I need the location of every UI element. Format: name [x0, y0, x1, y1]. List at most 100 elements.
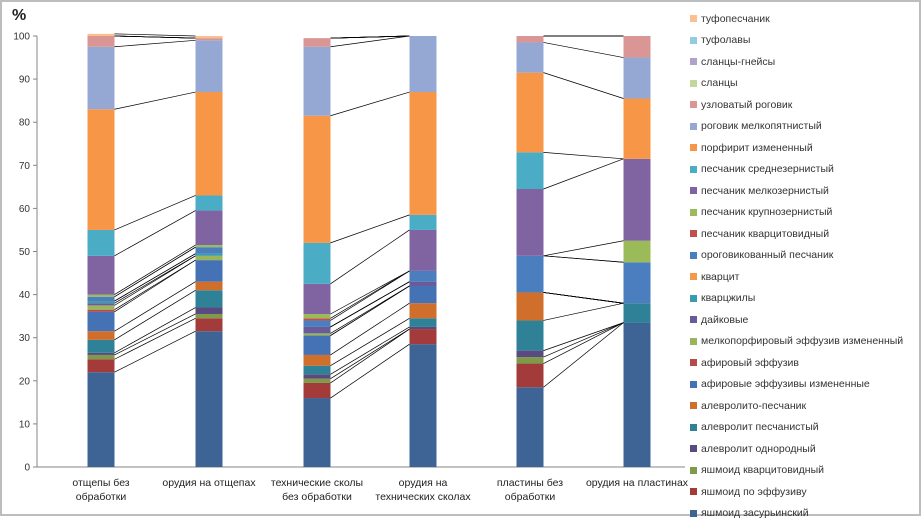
legend-label: роговик мелкопятнистый [701, 120, 822, 132]
x-tick-label: отщепы без [72, 477, 129, 489]
bar-segment [624, 159, 651, 241]
series-connector-line [544, 323, 624, 388]
bar-segment [304, 383, 331, 398]
legend-label: алевролит однородный [701, 443, 816, 455]
y-tick-label: 40 [19, 290, 31, 301]
legend-swatch [690, 15, 697, 22]
bar-segment [196, 314, 223, 318]
series-connector-line [115, 92, 196, 109]
bar-segment [88, 47, 115, 109]
bar-segment [624, 323, 651, 467]
legend-label: песчаник крупнозернистый [701, 206, 832, 218]
bar-segment [410, 329, 437, 344]
legend-swatch [690, 273, 697, 280]
legend-item: роговик мелкопятнистый [690, 116, 918, 138]
bar-segment [304, 374, 331, 378]
series-connector-line [544, 303, 624, 320]
bar-segment [304, 398, 331, 467]
bar-segment [88, 303, 115, 305]
x-tick-label: обработки [76, 491, 127, 503]
bar-segment [517, 73, 544, 153]
x-tick-label: орудия на пластинах [586, 477, 689, 489]
bar-segment [624, 262, 651, 303]
bar-segment [410, 36, 437, 92]
bar-segment [410, 271, 437, 282]
bar-segment [196, 256, 223, 260]
bar-segment [517, 36, 544, 42]
legend-item: сланцы-гнейсы [690, 51, 918, 73]
legend-swatch [690, 402, 697, 409]
y-tick-label: 60 [19, 204, 31, 215]
series-connector-line [115, 318, 196, 359]
legend-item: туфолавы [690, 30, 918, 52]
bar-segment [196, 290, 223, 307]
bar-segment [196, 282, 223, 291]
bar-segment [196, 254, 223, 256]
bar-segment [88, 256, 115, 295]
x-tick-label: обработки [505, 491, 556, 503]
legend-swatch [690, 488, 697, 495]
y-tick-label: 100 [13, 32, 30, 43]
legend-label: яшмоид по эффузиву [701, 486, 807, 498]
bar-segment [517, 357, 544, 363]
series-connector-line [331, 282, 410, 327]
bar-segment [304, 333, 331, 335]
legend-swatch [690, 252, 697, 259]
series-connector-line [544, 323, 624, 364]
legend-swatch [690, 166, 697, 173]
legend-item: песчаник среднезернистый [690, 159, 918, 181]
bar-segment [410, 92, 437, 215]
legend-item: туфопесчаник [690, 8, 918, 30]
legend-swatch [690, 381, 697, 388]
bar-segment [624, 98, 651, 158]
bar-segment [88, 305, 115, 309]
bar-segment [196, 38, 223, 40]
legend-swatch [690, 209, 697, 216]
x-tick-label: без обработки [282, 491, 352, 503]
legend-swatch [690, 445, 697, 452]
series-connector-line [544, 159, 624, 189]
x-tick-label: орудия на отщепах [162, 477, 256, 489]
legend-label: мелкопорфировый эффузив измененный [701, 335, 903, 347]
legend-label: яшмоид кварцитовидный [701, 464, 824, 476]
legend-item: кварцит [690, 266, 918, 288]
bar-segment [624, 58, 651, 99]
legend-item: песчаник крупнозернистый [690, 202, 918, 224]
y-axis-label: % [12, 7, 26, 24]
legend-item: песчаник кварцитовидный [690, 223, 918, 245]
series-connector-line [115, 260, 196, 310]
bar-segment [517, 292, 544, 320]
y-tick-label: 90 [19, 75, 31, 86]
bar-segment [88, 34, 115, 36]
bar-segment [196, 308, 223, 314]
bar-segment [196, 331, 223, 467]
series-connector-line [544, 256, 624, 262]
series-connector-line [115, 211, 196, 256]
bar-segment [410, 286, 437, 303]
series-connector-line [115, 308, 196, 353]
series-connector-line [331, 318, 410, 365]
bar-segment [88, 372, 115, 467]
bar-segment [88, 310, 115, 312]
series-connector-line [115, 254, 196, 301]
legend-label: туфолавы [701, 34, 750, 46]
bar-segment [196, 40, 223, 92]
legend-item: алевролит однородный [690, 438, 918, 460]
legend-label: дайковые [701, 314, 748, 326]
bar-segment [88, 312, 115, 331]
legend-label: сланцы-гнейсы [701, 56, 775, 68]
legend-swatch [690, 80, 697, 87]
bar-segment [304, 243, 331, 284]
legend-item: яшмоид засурьинский [690, 503, 918, 524]
bar-segment [304, 320, 331, 326]
bar-segment [196, 247, 223, 253]
y-tick-label: 70 [19, 161, 31, 172]
y-tick-label: 0 [24, 463, 30, 474]
legend-item: яшмоид по эффузиву [690, 481, 918, 503]
bar-segment [624, 303, 651, 322]
bar-segment [410, 230, 437, 271]
bar-segment [517, 351, 544, 357]
series-connector-line [544, 241, 624, 256]
legend-label: яшмоид засурьинский [701, 507, 809, 519]
legend-label: кварцжилы [701, 292, 755, 304]
